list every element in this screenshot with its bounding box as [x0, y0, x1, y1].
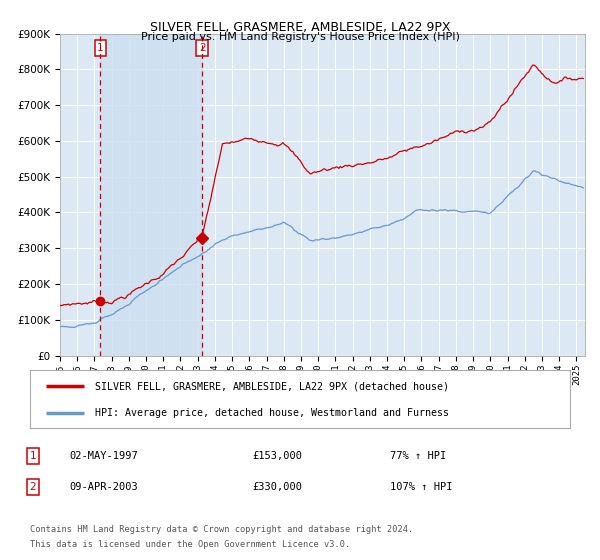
Text: 77% ↑ HPI: 77% ↑ HPI	[390, 451, 446, 461]
Text: 2: 2	[199, 43, 206, 53]
Text: SILVER FELL, GRASMERE, AMBLESIDE, LA22 9PX (detached house): SILVER FELL, GRASMERE, AMBLESIDE, LA22 9…	[95, 381, 449, 391]
Text: Price paid vs. HM Land Registry's House Price Index (HPI): Price paid vs. HM Land Registry's House …	[140, 32, 460, 43]
Text: 107% ↑ HPI: 107% ↑ HPI	[390, 482, 452, 492]
Text: 2: 2	[29, 482, 37, 492]
Text: HPI: Average price, detached house, Westmorland and Furness: HPI: Average price, detached house, West…	[95, 408, 449, 418]
Text: SILVER FELL, GRASMERE, AMBLESIDE, LA22 9PX: SILVER FELL, GRASMERE, AMBLESIDE, LA22 9…	[150, 21, 450, 34]
Text: 1: 1	[97, 43, 104, 53]
Text: 02-MAY-1997: 02-MAY-1997	[69, 451, 138, 461]
Text: £330,000: £330,000	[252, 482, 302, 492]
Text: Contains HM Land Registry data © Crown copyright and database right 2024.: Contains HM Land Registry data © Crown c…	[30, 525, 413, 534]
Bar	[100, 34, 202, 356]
Text: This data is licensed under the Open Government Licence v3.0.: This data is licensed under the Open Gov…	[30, 540, 350, 549]
Text: 1: 1	[29, 451, 37, 461]
Text: £153,000: £153,000	[252, 451, 302, 461]
Text: 09-APR-2003: 09-APR-2003	[69, 482, 138, 492]
